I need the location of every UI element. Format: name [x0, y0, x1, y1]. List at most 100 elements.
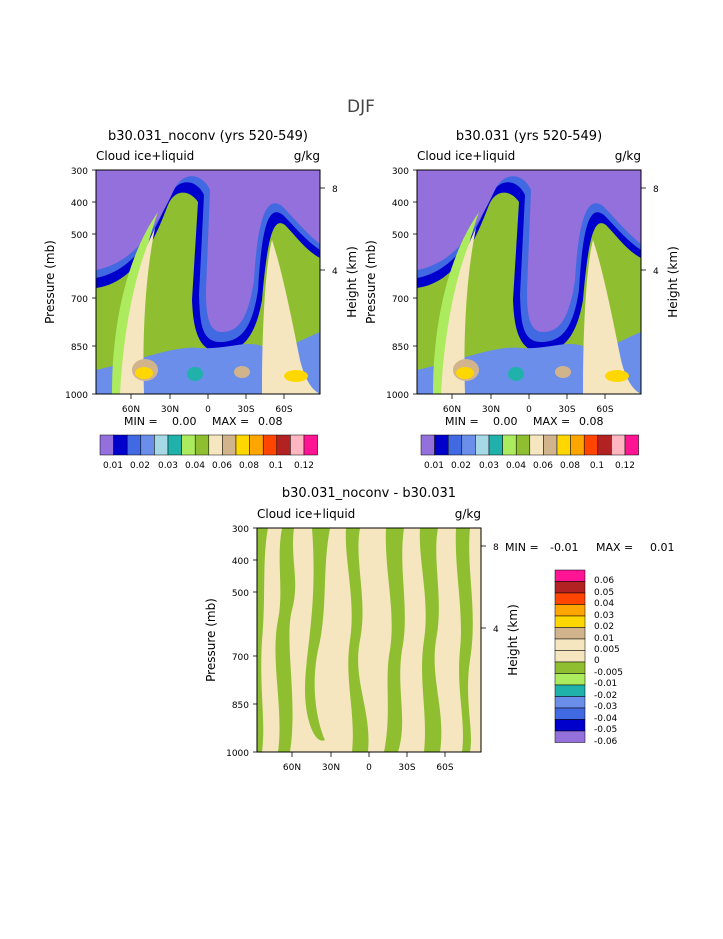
panel2-colorbar-swatch — [475, 434, 490, 456]
panel2-y2-axis: 8 4 Height (km) — [641, 185, 680, 318]
panel2-colorbar-swatch — [583, 434, 599, 456]
panel3-colorbar-swatch — [554, 615, 586, 628]
panel3-ytick: 700 — [232, 653, 249, 663]
panel2-xtick: 30N — [482, 405, 500, 415]
panel3-colorbar-label: -0.02 — [594, 691, 617, 701]
panel3-colorbar-swatch — [554, 604, 586, 617]
panel1-colorbar-swatch — [249, 434, 264, 456]
panel-control: b30.031 (yrs 520-549) Cloud ice+liquid g… — [364, 129, 680, 471]
panel2-ytick: 700 — [392, 295, 409, 305]
panel2-contour-cream-right — [583, 240, 641, 394]
panel3-ytick: 1000 — [226, 749, 249, 759]
panel3-right-subtitle: g/kg — [455, 507, 481, 521]
panel1-min-label: MIN = — [124, 415, 158, 428]
panel1-xtick: 0 — [205, 405, 211, 415]
panel1-contour-purple — [96, 170, 320, 332]
panel2-ytick: 400 — [392, 199, 409, 209]
panel2-y2label: Height (km) — [666, 246, 680, 317]
panel1-contour-cream-left — [120, 228, 155, 394]
panel1-colorbar-label: 0.08 — [239, 461, 259, 471]
panel2-ytick: 300 — [392, 167, 409, 177]
panel3-colorbar-swatch — [554, 719, 586, 732]
panel1-contour-cream-right — [262, 240, 320, 394]
panel3-colorbar-label: -0.06 — [594, 737, 618, 747]
panel2-colorbar-swatch — [624, 434, 639, 456]
panel1-x-axis: 60N 30N 0 30S 60S — [122, 394, 293, 415]
panel2-ytick: 500 — [392, 231, 409, 241]
panel2-colorbar-swatch — [597, 434, 612, 456]
panel1-ytick: 500 — [71, 231, 88, 241]
panel1-xtick: 60N — [122, 405, 140, 415]
panel2-colorbar-label: 0.03 — [479, 461, 499, 471]
panel2-colorbar-swatch — [488, 434, 503, 456]
panel3-contour-cream — [293, 690, 307, 737]
panel2-xtick: 30S — [558, 405, 575, 415]
panel2-y2tick: 8 — [653, 185, 659, 195]
panel3-colorbar — [554, 569, 586, 743]
panel1-colorbar-swatch — [235, 434, 250, 456]
panel3-colorbar-swatch — [554, 581, 586, 594]
panel3-min-value: -0.01 — [550, 541, 578, 554]
panel2-left-subtitle: Cloud ice+liquid — [417, 149, 515, 163]
panel2-colorbar-swatch — [515, 434, 531, 456]
panel1-y2-axis: 8 4 Height (km) — [320, 185, 359, 318]
panel2-max-label: MAX = — [533, 415, 570, 428]
panel3-colorbar-label: 0.02 — [594, 622, 614, 632]
panel1-colorbar-swatch — [113, 434, 128, 456]
panel1-contour-yellow — [135, 367, 153, 379]
panel2-colorbar-swatch — [447, 434, 463, 456]
panel1-colorbar-swatch — [222, 434, 237, 456]
panel2-title: b30.031 (yrs 520-549) — [456, 129, 602, 144]
panel3-contour-green — [345, 528, 369, 752]
panel1-colorbar-swatch — [140, 434, 155, 456]
panel3-xtick: 30N — [322, 763, 340, 773]
panel3-ytick: 500 — [232, 589, 249, 599]
panel3-colorbar-swatch — [554, 696, 586, 709]
panel2-xtick: 60S — [596, 405, 613, 415]
panel2-contour-purple — [417, 170, 641, 332]
panel1-y-axis: 300 400 500 700 850 1000 Pressure (mb) — [43, 167, 96, 401]
panel2-xtick: 60N — [443, 405, 461, 415]
panel1-title: b30.031_noconv (yrs 520-549) — [108, 129, 308, 144]
panel1-ytick: 400 — [71, 199, 88, 209]
panel1-contour-teal — [187, 367, 203, 381]
panel1-min-value: 0.00 — [172, 415, 197, 428]
panel3-xtick: 0 — [366, 763, 372, 773]
panel2-colorbar-swatch — [420, 434, 435, 456]
panel1-right-subtitle: g/kg — [294, 149, 320, 163]
panel1-colorbar-swatch — [276, 434, 291, 456]
panel2-contour-cream-left — [441, 228, 476, 394]
panel3-xtick: 30S — [398, 763, 415, 773]
panel3-colorbar-label: 0 — [594, 656, 600, 666]
panel2-colorbar-label: 0.1 — [590, 461, 604, 471]
panel2-colorbar — [420, 434, 639, 456]
panel1-ytick: 700 — [71, 295, 88, 305]
panel1-ytick: 850 — [71, 343, 88, 353]
panel3-colorbar-label: 0.01 — [594, 634, 614, 644]
panel1-max-label: MAX = — [212, 415, 249, 428]
panel1-colorbar-label: 0.03 — [158, 461, 178, 471]
panel3-contour-green — [384, 528, 405, 752]
panel2-colorbar-swatch — [543, 434, 558, 456]
panel1-colorbar-label: 0.01 — [103, 461, 123, 471]
panel2-colorbar-label: 0.08 — [560, 461, 580, 471]
panel3-colorbar-swatch — [554, 592, 586, 605]
panel2-x-axis: 60N 30N 0 30S 60S — [443, 394, 614, 415]
panel3-ytick: 300 — [232, 525, 249, 535]
panel1-colorbar — [99, 434, 318, 456]
panel3-x-axis: 60N 30N 0 30S 60S — [283, 752, 454, 773]
panel2-colorbar-label: 0.04 — [506, 461, 526, 471]
panel2-colorbar-label: 0.06 — [533, 461, 553, 471]
panel1-colorbar-swatch — [208, 434, 223, 456]
panel1-colorbar-label: 0.02 — [130, 461, 150, 471]
panel3-colorbar-label: -0.005 — [594, 668, 623, 678]
panel3-max-value: 0.01 — [650, 541, 675, 554]
panel2-colorbar-swatch — [570, 434, 585, 456]
panel2-xtick: 0 — [526, 405, 532, 415]
panel3-contour-green — [455, 528, 473, 752]
panel3-max-label: MAX = — [596, 541, 633, 554]
panel2-min-label: MIN = — [445, 415, 479, 428]
panel3-colorbar-label: -0.04 — [594, 714, 618, 724]
panel2-colorbar-label: 0.02 — [451, 461, 471, 471]
